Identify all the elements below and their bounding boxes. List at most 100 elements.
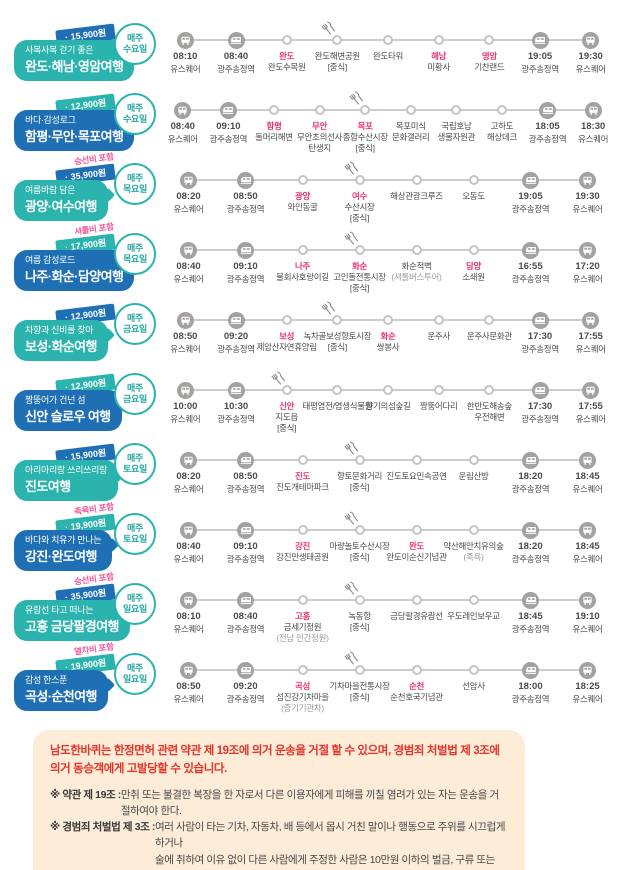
terminal-marker xyxy=(176,381,194,399)
timeline-stop: 운림산방 xyxy=(445,452,502,495)
stop-name-line: 완도타워 xyxy=(372,51,404,61)
stop-labels: 화순 고인돌전통시장 [중식] xyxy=(333,261,386,294)
timeline-stop: 녹차골보성향토시장 [중식] xyxy=(304,301,372,355)
notice-item-label: ※ 약관 제 19조 : xyxy=(50,788,121,801)
day-line-2: 일요일 xyxy=(123,604,147,614)
stop-marker-area xyxy=(451,102,462,118)
timeline-stop: 19:30 유스퀘어 xyxy=(559,171,616,224)
day-of-week-badge: 매주 금요일 xyxy=(114,373,156,415)
stop-name-line: 유스퀘어 xyxy=(572,693,603,704)
stop-marker-area xyxy=(219,101,237,119)
stop-name-line: 진도개테마파크 xyxy=(276,482,329,493)
stop-labels: 태평염전/염생식물원 xyxy=(302,401,372,412)
stop-name-line: 유스퀘어 xyxy=(173,203,204,214)
stop-name-line: 유스퀘어 xyxy=(572,623,603,634)
timeline-stop: 19:30 유스퀘어 xyxy=(565,31,616,75)
stop-dot xyxy=(405,105,416,115)
stop-labels: 19:05 광주송정역 xyxy=(512,191,550,215)
notice-items: ※ 약관 제 19조 : 만취 또는 불결한 복장을 한 자로서 다른 이용자에… xyxy=(50,787,508,870)
timeline-stop: 금당팔경유람선 xyxy=(388,592,445,644)
stop-marker-area xyxy=(433,382,444,398)
route-title: 완도·해남·영암여행 xyxy=(25,59,124,75)
day-of-week-badge: 매주 수요일 xyxy=(114,23,156,65)
notice-item-text: 만취 또는 불결한 복장을 한 자로서 다른 이용자에게 피해를 끼칠 염려가 … xyxy=(121,787,508,820)
timeline-line xyxy=(184,109,594,111)
stop-dot xyxy=(433,385,444,395)
stop-marker-area xyxy=(522,591,539,609)
stop-name-line: 해남 xyxy=(431,51,447,61)
day-line-2: 수요일 xyxy=(123,44,147,54)
stop-dot xyxy=(297,175,308,185)
stop-labels: 완도타워 xyxy=(373,51,403,62)
stop-labels: 18:00 광주송정역 xyxy=(512,681,550,705)
stop-name-line: 운주사 xyxy=(427,331,450,341)
stop-labels: 해남 미황사 xyxy=(427,51,450,73)
timeline-stop: 17:30 광주송정역 xyxy=(515,311,566,355)
stop-labels: 선암사 xyxy=(462,681,485,692)
stop-marker-area xyxy=(176,381,194,399)
stop-labels: 함평 돌머리해변 xyxy=(255,121,293,143)
stop-name-line: 광주송정역 xyxy=(226,623,265,634)
stop-dot xyxy=(281,385,292,395)
bus-icon xyxy=(583,526,592,535)
terminal-marker xyxy=(180,591,197,609)
bus-icon xyxy=(583,666,592,675)
stop-marker-area xyxy=(344,651,365,678)
timeline-stop: 08:40 유스퀘어 xyxy=(160,241,217,294)
stop-marker-area xyxy=(237,591,254,609)
day-of-week-badge: 매주 금요일 xyxy=(114,303,156,345)
stop-labels: 마량놀토수산시장 [중식] xyxy=(329,541,389,563)
stop-labels: 보성 제암산자연휴양림 xyxy=(257,331,317,353)
stop-name-line: 금당팔경유람선 xyxy=(390,611,443,621)
timeline-stop: 10:00 유스퀘어 xyxy=(160,381,211,434)
stop-name-line: 광주송정역 xyxy=(511,553,550,564)
stop-dot xyxy=(468,175,479,185)
stop-marker-area xyxy=(468,452,479,468)
stop-time: 19:10 xyxy=(575,611,600,622)
bus-icon xyxy=(184,596,193,605)
timeline-stop: 무안 무안초의선사 탄생지 xyxy=(297,102,342,154)
stop-name-line: 담양 xyxy=(465,261,482,271)
day-of-week-badge: 매주 토요일 xyxy=(114,443,156,485)
route-title-bubble: 감성 한스푼 곡성·순천여행 xyxy=(14,670,108,712)
stop-marker-area xyxy=(297,592,308,608)
terminal-marker xyxy=(522,241,539,259)
notice-item-text: 여러 사람이 타는 기차, 자동차, 배 등에서 몹시 거친 말이나 행동으로 … xyxy=(155,819,508,870)
stop-marker-area xyxy=(237,521,254,539)
stop-name-line: 유스퀘어 xyxy=(572,203,603,214)
timeline-stop: 17:20 유스퀘어 xyxy=(559,241,616,294)
stop-marker-area xyxy=(411,172,422,188)
stop-marker-area xyxy=(468,242,479,258)
stop-labels: 09:10 광주송정역 xyxy=(227,261,265,285)
stop-marker-area xyxy=(582,31,600,49)
stop-labels: 신안 지도읍 [중식] xyxy=(275,401,298,434)
stop-labels: 곡성 섬진강기차마을 (증기기관차) xyxy=(276,681,329,714)
timeline-stop: 09:20 광주송정역 xyxy=(211,311,262,355)
stop-marker-area xyxy=(484,32,495,48)
stop-name-line: 제암산자연휴양림 xyxy=(256,342,317,353)
stop-name-line: 화순적벽 xyxy=(401,261,432,271)
terminal-marker xyxy=(237,241,254,259)
timeline-stop: 09:10 광주송정역 xyxy=(206,101,252,154)
stop-name-line: 태평염전/염생식물원 xyxy=(302,401,373,411)
stop-dot xyxy=(297,665,308,675)
stop-time: 09:10 xyxy=(233,261,258,272)
route-row: 12,900원매주수요일바다·감성로그함평·무안·목포여행08:40유스퀘어09… xyxy=(0,88,620,158)
timeline-stop: 녹동항 [중식] xyxy=(331,581,388,644)
stop-labels: 08:50 광주송정역 xyxy=(227,191,265,215)
stop-name-line: (증기기관차) xyxy=(281,703,324,714)
route-timeline: 08:20 유스퀘어 08:50 광주송정역 광양 와인동굴 여수 수산시장 [중식] 해상관광크… xyxy=(160,158,620,228)
timeline-stop: 목포미식 문화갤러리 xyxy=(388,102,434,154)
stop-labels: 운주사문화관 xyxy=(467,331,512,342)
stop-dot xyxy=(281,35,292,45)
stop-marker-area xyxy=(468,592,479,608)
timeline-stop: 완도해변공원 [중식] xyxy=(312,21,363,75)
bus-icon xyxy=(178,106,187,115)
timeline-stop: 18:20 광주송정역 xyxy=(502,451,559,495)
stop-labels: 금당팔경유람선 xyxy=(390,611,443,622)
stop-dot xyxy=(468,595,479,605)
day-line-2: 목요일 xyxy=(123,184,147,194)
timeline-stop: 한반도해송숲 우전해변 xyxy=(464,382,515,434)
